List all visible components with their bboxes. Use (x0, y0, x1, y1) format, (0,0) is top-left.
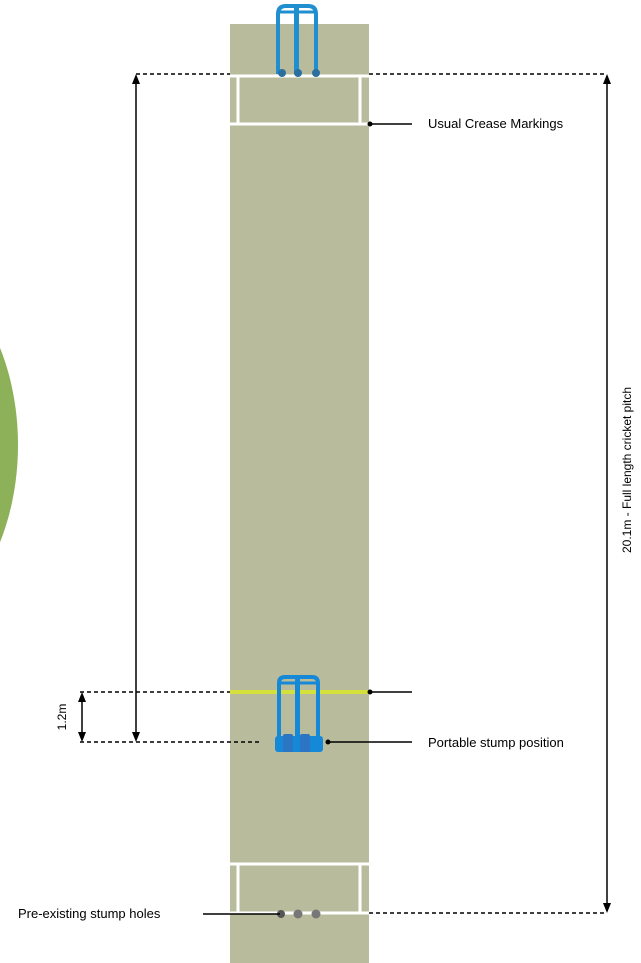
dimension-arrow-full-length (603, 74, 611, 913)
dimension-arrow-left (132, 74, 140, 742)
top-wicket (276, 4, 320, 77)
dimension-arrow-offset (78, 692, 86, 742)
outfield-circle (0, 347, 18, 543)
pitch-strip (230, 24, 369, 963)
label-full-length: 20.1m - Full length cricket pitch (620, 387, 634, 553)
label-offset: 1.2m (55, 704, 69, 731)
dimension-guides (80, 73, 607, 914)
label-usual-crease: Usual Crease Markings (428, 116, 564, 131)
leader-lines (203, 121, 412, 915)
preexisting-stump-holes (277, 909, 321, 919)
label-portable-stump: Portable stump position (428, 735, 564, 750)
label-preexisting-holes: Pre-existing stump holes (18, 906, 161, 921)
portable-wicket (275, 675, 323, 752)
